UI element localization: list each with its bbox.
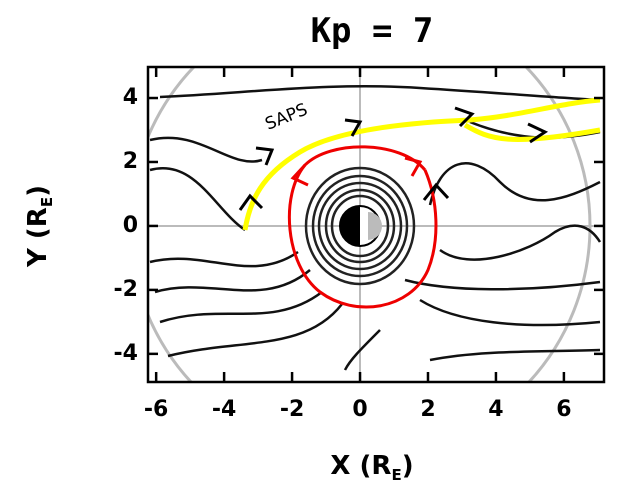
- x-tick-label: -4: [212, 397, 236, 422]
- y-tick-label: 4: [123, 85, 138, 110]
- y-tick-label: 0: [123, 213, 138, 238]
- x-axis-label: X (RE): [330, 451, 413, 484]
- x-axis-label-part: ): [402, 451, 414, 481]
- red-arrows: [293, 158, 420, 185]
- x-tick-label: 2: [420, 397, 435, 422]
- x-tick-label: 4: [488, 397, 503, 422]
- chart: Kp = 7: [0, 0, 624, 493]
- y-tick-label: -4: [114, 341, 138, 366]
- y-tick-label: 2: [123, 149, 138, 174]
- plot-area: [130, 0, 604, 456]
- x-tick-label: -6: [144, 397, 168, 422]
- y-axis-label-part: ): [23, 185, 53, 197]
- chart-title: Kp = 7: [311, 11, 434, 51]
- x-axis-label-part: E: [391, 466, 401, 484]
- annotation: SAPS: [262, 100, 310, 135]
- y-axis-label: Y (RE): [23, 185, 56, 268]
- earth-shade: [368, 212, 382, 240]
- x-tick-label: -2: [280, 397, 304, 422]
- x-axis-label-part: X (R: [330, 451, 391, 481]
- y-axis-label-part: Y (R: [23, 207, 53, 268]
- earth-night: [340, 206, 360, 246]
- x-tick-label: 0: [352, 397, 367, 422]
- x-tick-label: 6: [556, 397, 571, 422]
- y-tick-label: -2: [114, 277, 138, 302]
- y-axis-label-part: E: [38, 197, 56, 207]
